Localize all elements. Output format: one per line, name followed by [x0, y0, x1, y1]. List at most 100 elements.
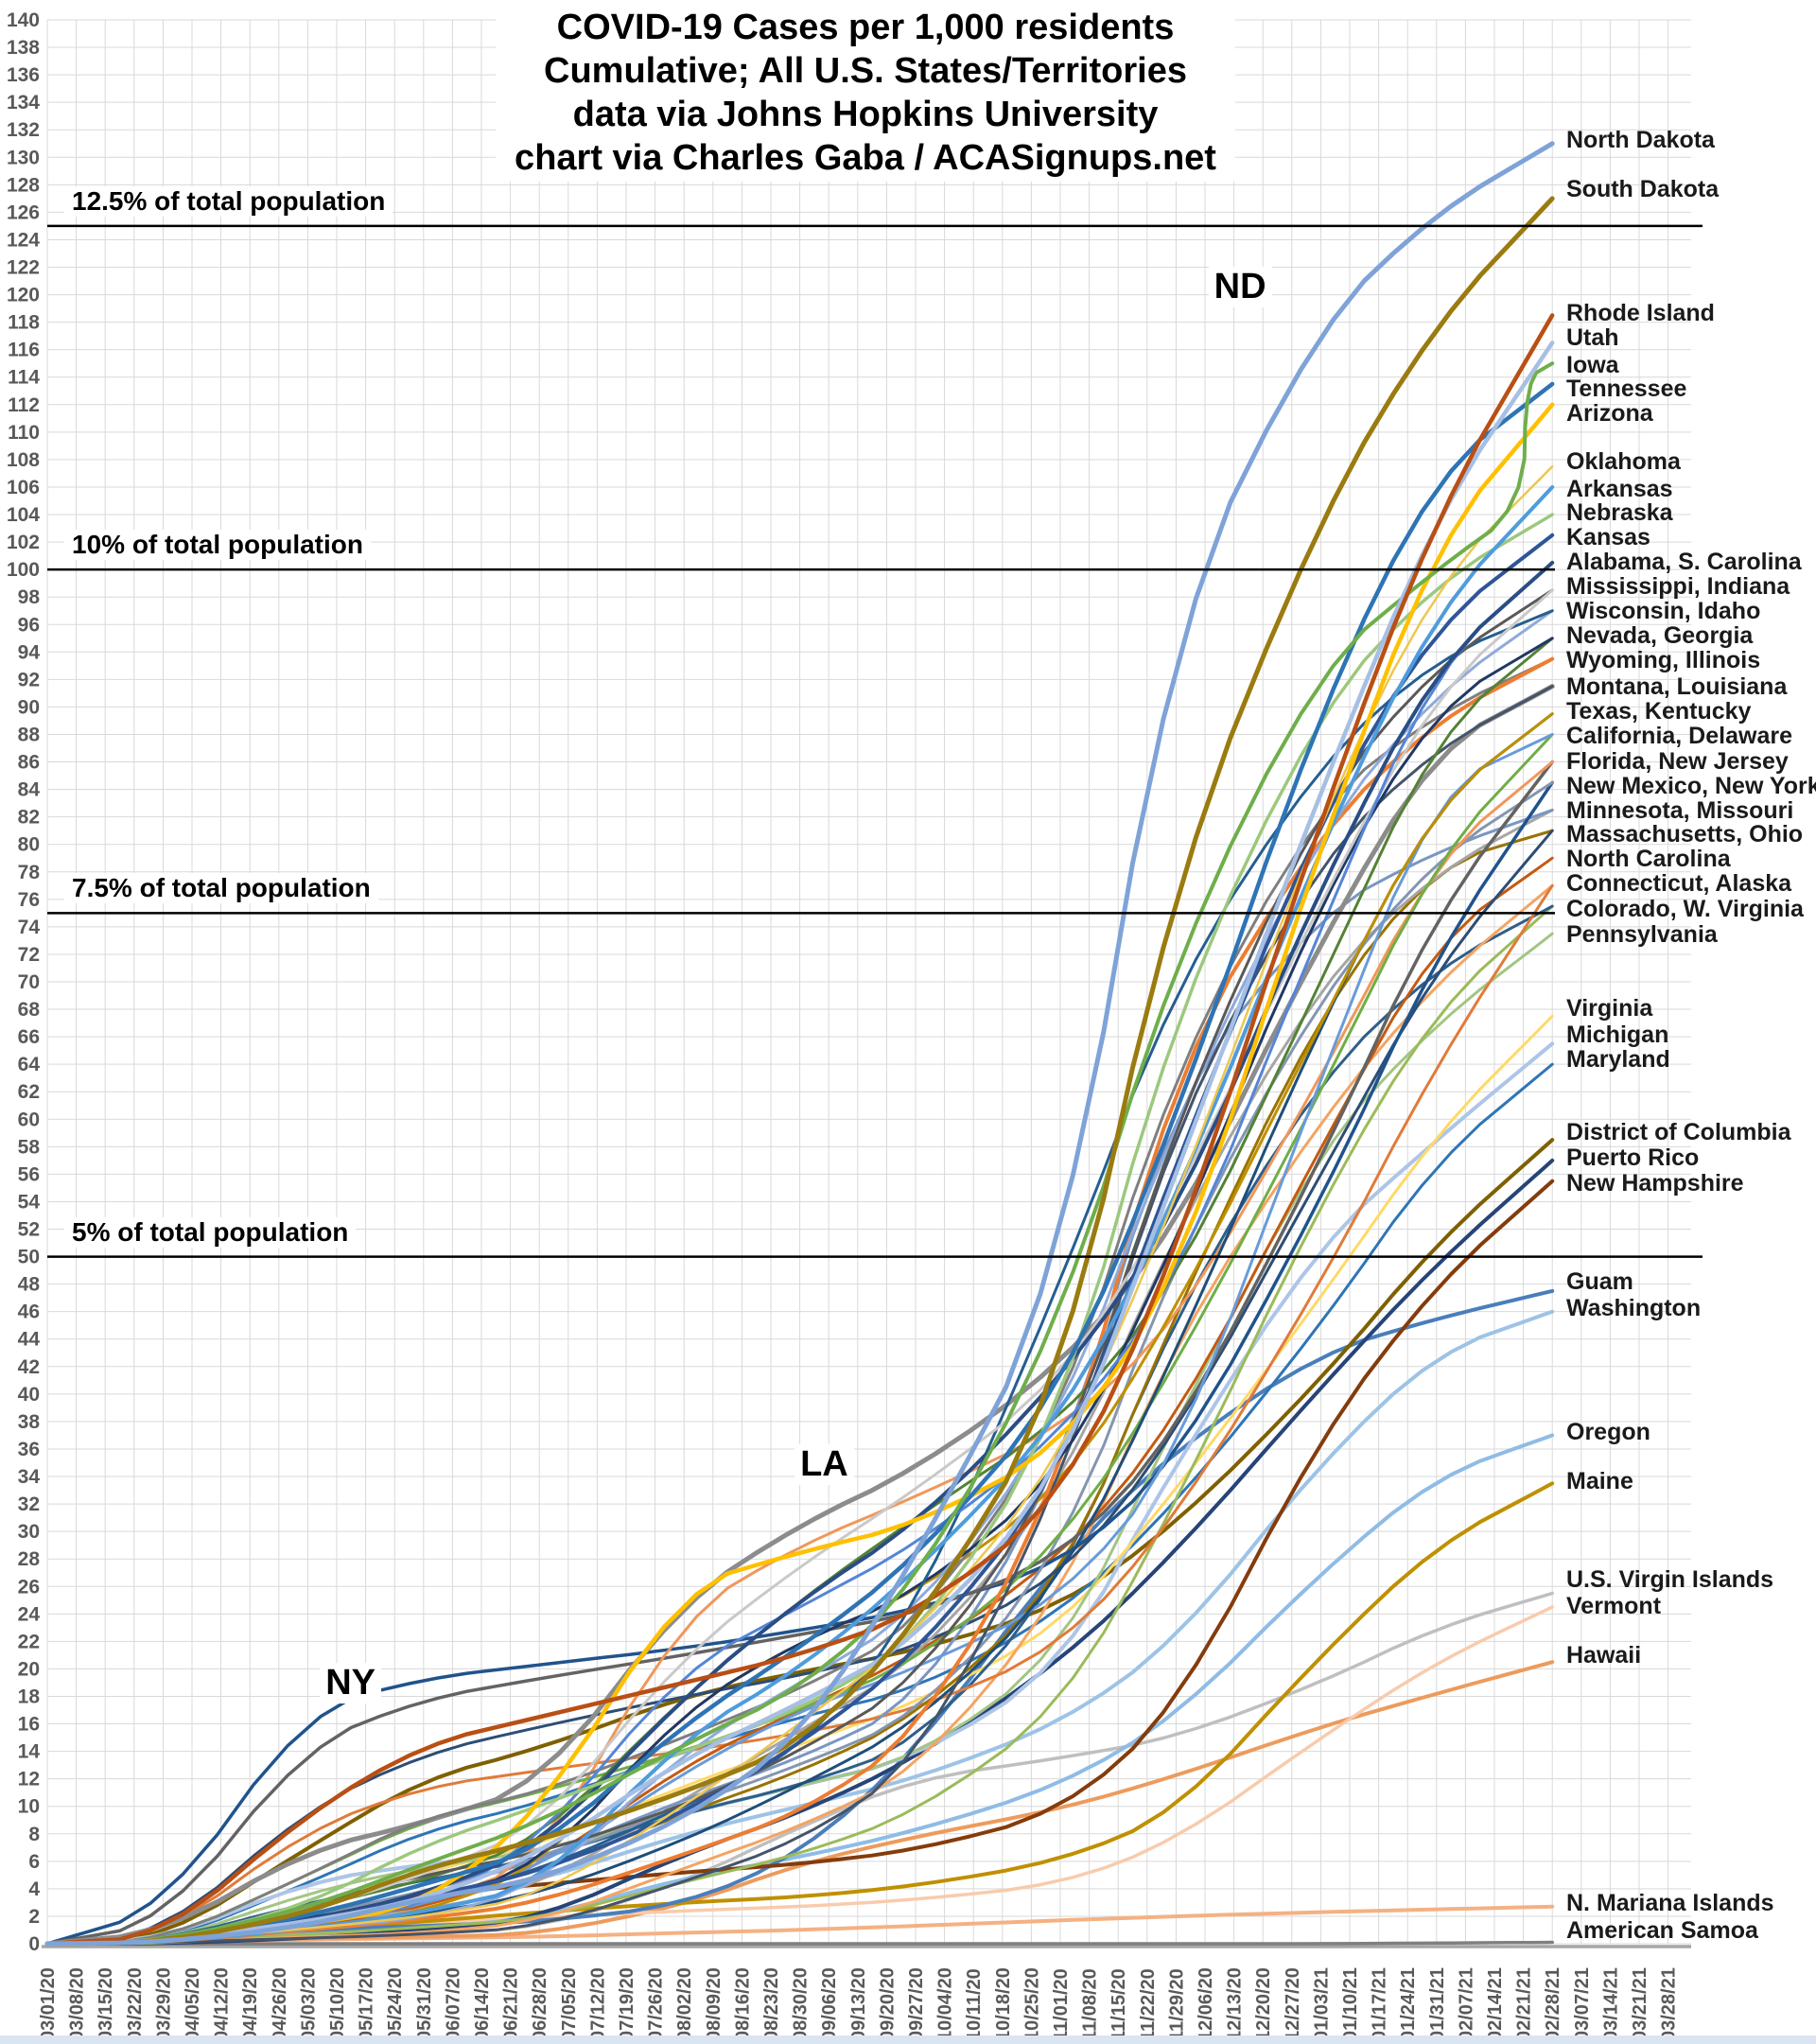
y-tick-label: 14	[18, 1741, 41, 1763]
x-tick-label: 05/24/20	[385, 1967, 406, 2041]
x-tick-label: 03/08/20	[67, 1967, 88, 2041]
y-tick-label: 28	[18, 1548, 41, 1570]
y-tick-label: 12	[18, 1769, 40, 1791]
y-tick-label: 98	[18, 586, 41, 608]
x-tick-label: 01/31/21	[1427, 1967, 1448, 2041]
y-tick-label: 38	[18, 1411, 41, 1433]
x-tick-label: 08/30/20	[791, 1967, 812, 2041]
y-tick-label: 120	[7, 285, 40, 306]
x-tick-label: 05/03/20	[298, 1967, 319, 2041]
x-tick-label: 08/02/20	[674, 1967, 695, 2041]
x-tick-label: 07/12/20	[587, 1967, 608, 2041]
y-tick-label: 10	[18, 1796, 40, 1818]
y-tick-label: 24	[18, 1603, 41, 1625]
x-tick-label: 01/24/21	[1398, 1967, 1419, 2041]
x-tick-label: 03/01/20	[38, 1967, 59, 2041]
series-line-american-samoa	[45, 1940, 1554, 1946]
window-bottom-strip	[0, 2035, 1816, 2044]
y-tick-label: 136	[7, 64, 40, 86]
x-tick-label: 01/10/21	[1340, 1967, 1361, 2041]
y-tick-label: 68	[18, 999, 41, 1021]
y-tick-label: 34	[18, 1466, 41, 1488]
y-tick-label: 100	[7, 559, 40, 581]
x-tick-label: 09/13/20	[848, 1967, 869, 2041]
y-tick-label: 26	[18, 1576, 40, 1598]
x-tick-label: 06/14/20	[472, 1967, 493, 2041]
x-tick-label: 06/28/20	[530, 1967, 550, 2041]
y-tick-label: 36	[18, 1439, 40, 1460]
y-tick-label: 76	[18, 889, 40, 911]
series-line-iowa	[45, 361, 1555, 1946]
y-tick-label: 48	[18, 1274, 41, 1296]
y-tick-label: 18	[18, 1686, 41, 1707]
x-tick-label: 09/27/20	[906, 1967, 927, 2041]
y-tick-label: 122	[7, 257, 40, 279]
y-tick-label: 96	[18, 614, 40, 636]
y-tick-label: 6	[28, 1851, 40, 1873]
x-tick-label: 11/08/20	[1080, 1968, 1101, 2041]
y-tick-label: 56	[18, 1163, 40, 1185]
x-tick-label: 04/26/20	[270, 1967, 290, 2041]
y-tick-label: 22	[18, 1631, 40, 1652]
y-tick-label: 66	[18, 1026, 40, 1048]
x-tick-label: 10/11/20	[964, 1968, 985, 2041]
y-tick-label: 114	[8, 367, 40, 389]
y-tick-label: 0	[28, 1933, 40, 1955]
series-line-north-dakota	[44, 141, 1555, 1947]
x-tick-label: 08/09/20	[704, 1967, 725, 2041]
x-tick-label: 12/27/20	[1283, 1967, 1303, 2041]
x-tick-label: 06/21/20	[501, 1967, 522, 2041]
x-tick-label: 12/20/20	[1253, 1967, 1274, 2041]
x-tick-label: 07/05/20	[559, 1967, 580, 2041]
y-tick-label: 138	[7, 37, 40, 59]
y-tick-label: 16	[18, 1714, 40, 1736]
y-tick-label: 90	[18, 696, 40, 718]
series-line-connecticut	[45, 883, 1554, 1946]
x-tick-label: 04/05/20	[183, 1967, 203, 2041]
y-tick-label: 60	[18, 1109, 40, 1130]
y-tick-label: 128	[7, 174, 40, 196]
y-tick-label: 132	[7, 119, 40, 141]
x-tick-label: 11/29/20	[1166, 1968, 1187, 2041]
y-tick-label: 108	[7, 449, 40, 471]
x-tick-label: 03/14/21	[1600, 1967, 1621, 2041]
y-tick-label: 70	[18, 971, 40, 993]
y-tick-label: 52	[18, 1219, 40, 1241]
series-line-rhode-island	[44, 313, 1555, 1947]
y-tick-label: 4	[28, 1878, 40, 1900]
series-line-massachusetts	[45, 829, 1554, 1946]
y-tick-label: 94	[18, 641, 41, 663]
x-tick-label: 11/15/20	[1109, 1968, 1129, 2041]
y-tick-label: 118	[8, 312, 40, 334]
y-tick-label: 124	[7, 229, 40, 251]
y-tick-label: 88	[18, 724, 41, 745]
y-tick-label: 112	[8, 394, 40, 416]
x-tick-label: 12/06/20	[1196, 1967, 1216, 2041]
x-tick-label: 05/31/20	[414, 1967, 435, 2041]
y-tick-label: 54	[18, 1191, 41, 1213]
x-tick-label: 04/12/20	[212, 1967, 233, 2041]
x-tick-label: 03/21/21	[1630, 1967, 1650, 2041]
x-tick-label: 07/19/20	[617, 1967, 637, 2041]
y-tick-label: 84	[18, 779, 41, 801]
x-tick-label: 03/29/20	[153, 1967, 174, 2041]
x-tick-label: 08/23/20	[761, 1967, 782, 2041]
x-tick-label: 02/28/21	[1543, 1967, 1563, 2041]
y-tick-label: 50	[18, 1247, 40, 1268]
y-tick-label: 64	[18, 1054, 41, 1075]
x-tick-label: 09/20/20	[877, 1967, 898, 2041]
x-tick-label: 10/04/20	[935, 1967, 956, 2041]
x-tick-label: 08/16/20	[732, 1967, 753, 2041]
y-tick-label: 86	[18, 752, 40, 774]
x-tick-label: 01/03/21	[1311, 1967, 1332, 2041]
x-tick-label: 02/14/21	[1485, 1967, 1506, 2041]
x-tick-label: 03/07/21	[1572, 1967, 1593, 2041]
y-tick-label: 42	[18, 1356, 40, 1378]
y-tick-label: 44	[18, 1329, 41, 1351]
series-line-utah	[44, 341, 1555, 1947]
x-tick-label: 03/15/20	[96, 1967, 116, 2041]
y-tick-label: 102	[7, 532, 40, 553]
y-tick-label: 30	[18, 1521, 40, 1543]
